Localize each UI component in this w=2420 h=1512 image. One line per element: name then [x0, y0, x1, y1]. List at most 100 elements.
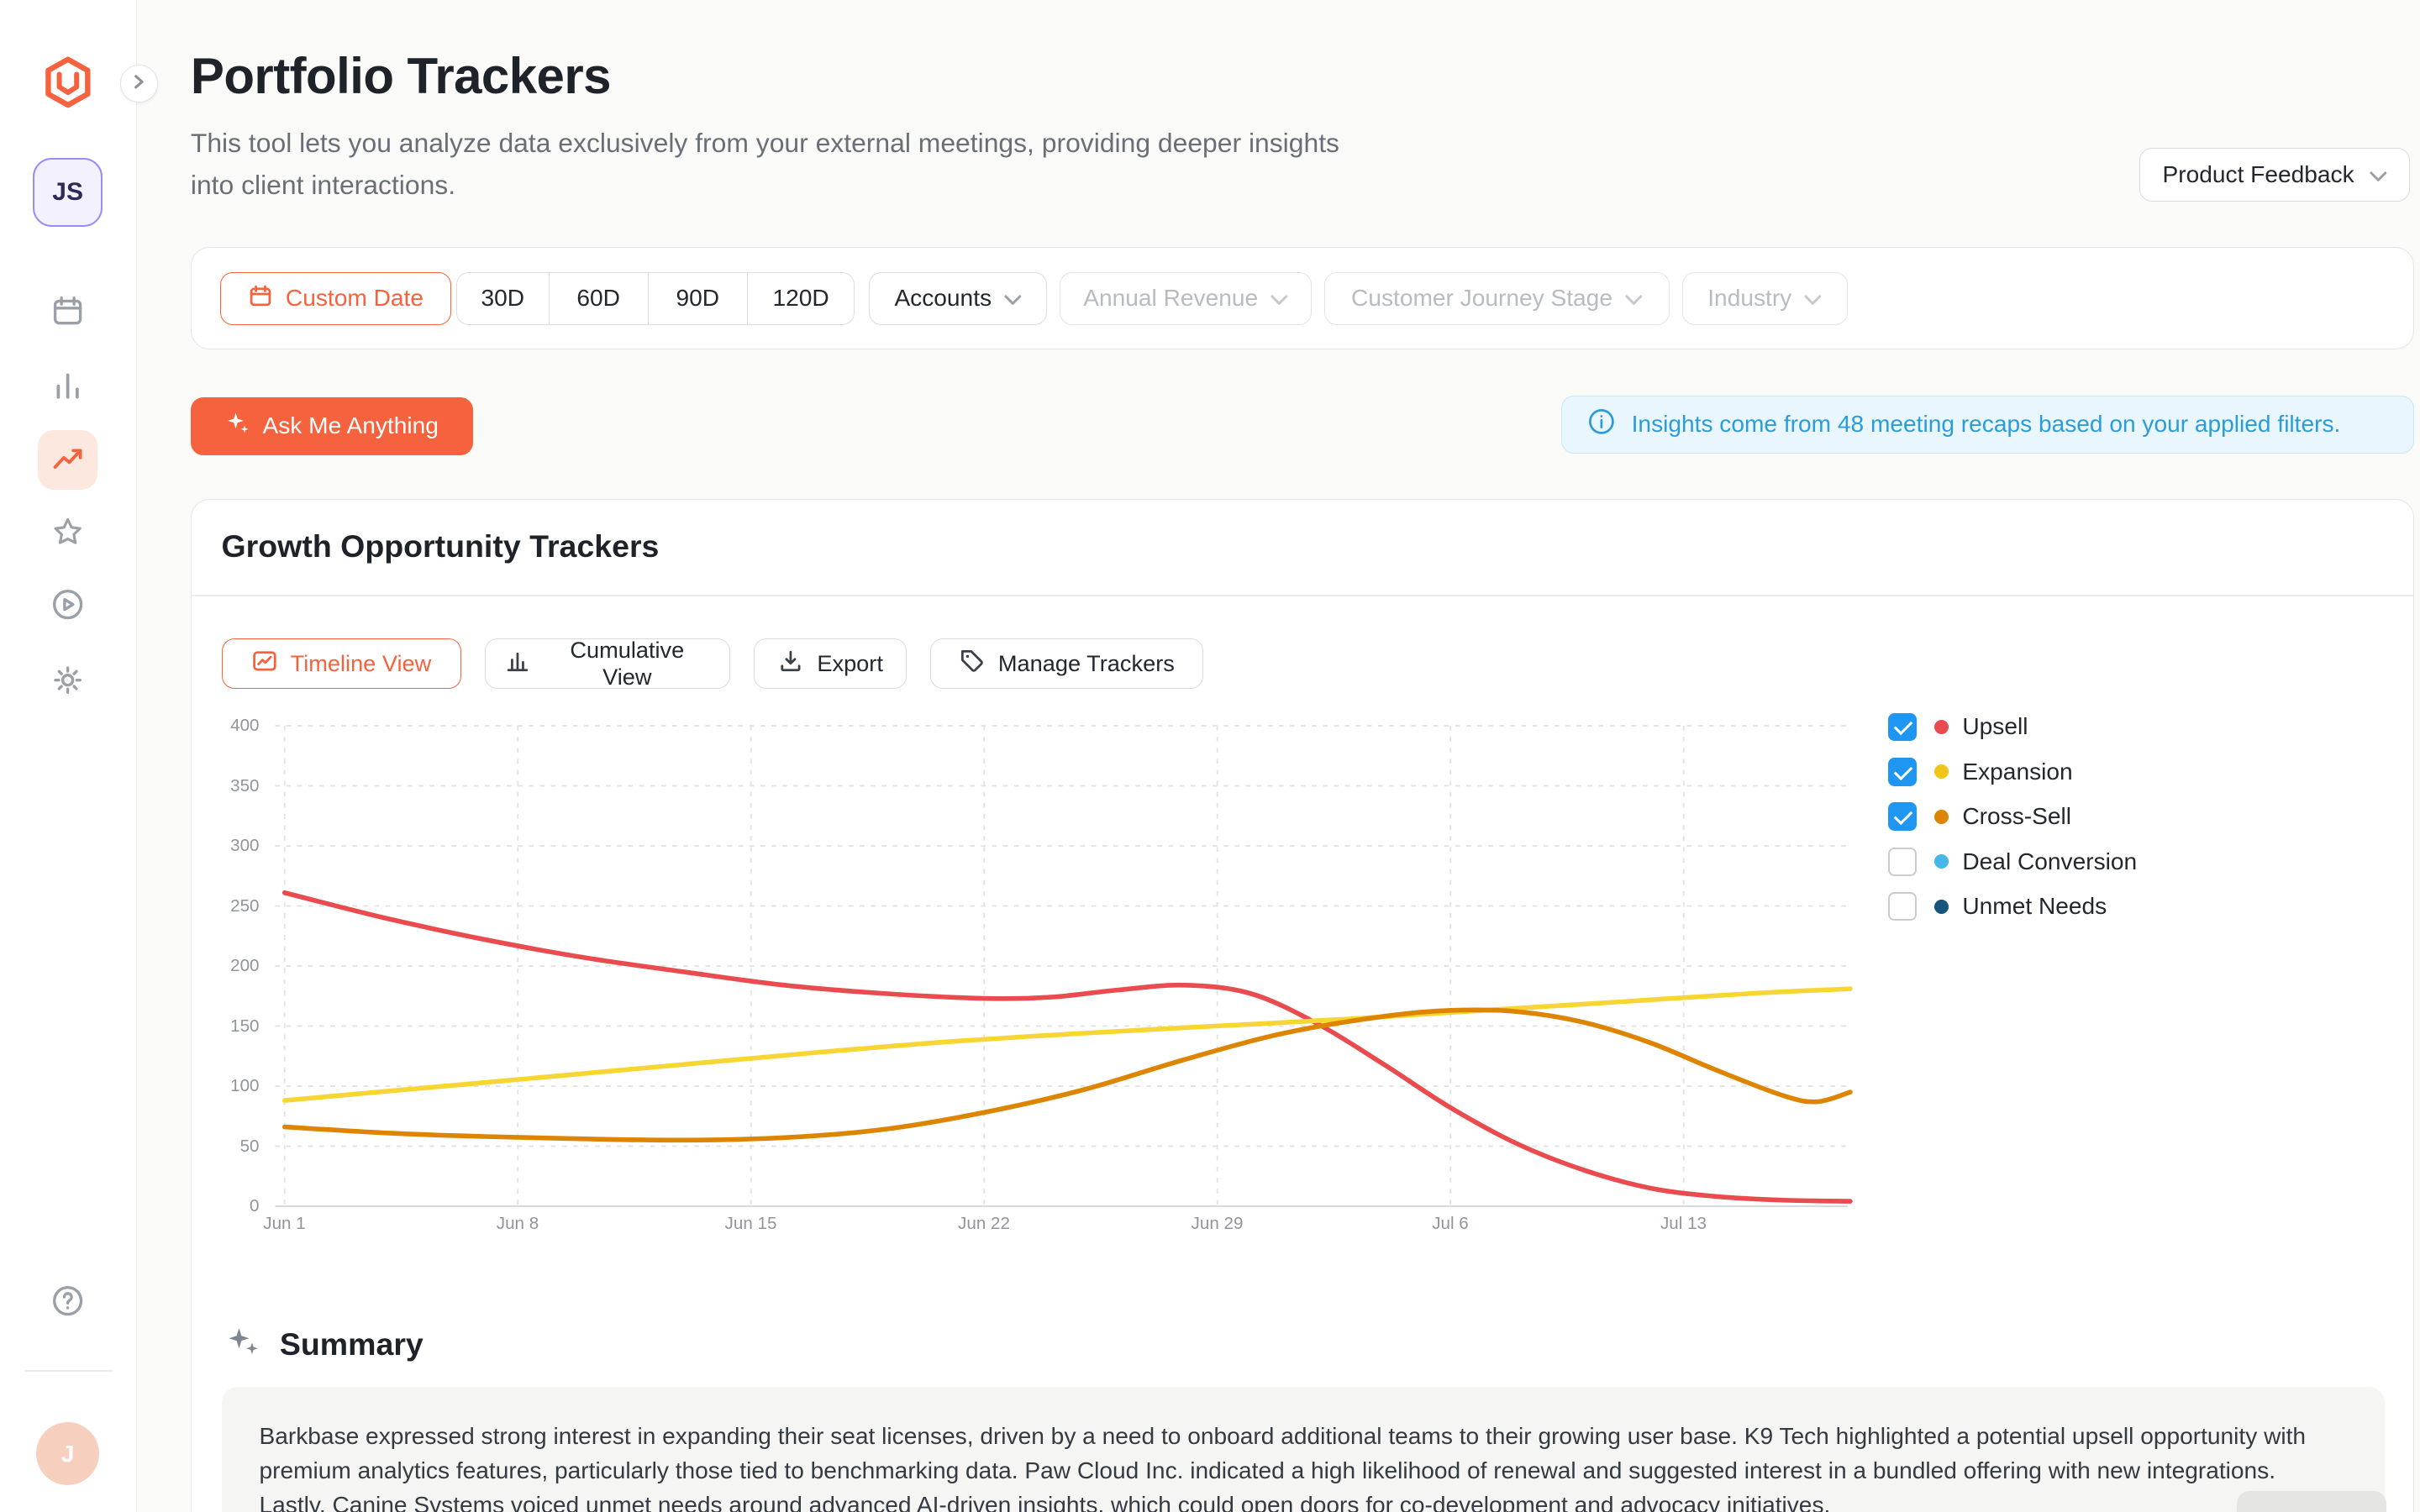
legend-item-unmet-needs[interactable]: Unmet Needs [1888, 892, 2392, 921]
y-tick-label: 400 [230, 716, 260, 736]
chevron-down-icon [1804, 285, 1822, 312]
accounts-dropdown[interactable]: Accounts [869, 271, 1047, 326]
sidebar-divider [25, 1370, 113, 1373]
legend-item-cross-sell[interactable]: Cross-Sell [1888, 802, 2392, 832]
growth-card-title: Growth Opportunity Trackers [221, 528, 660, 564]
sidebar-item-calendar[interactable] [38, 281, 97, 340]
chevron-down-icon [1270, 285, 1288, 312]
manage-trackers-button[interactable]: Manage Trackers [930, 638, 1203, 690]
sidebar-item-recordings[interactable] [38, 575, 97, 634]
legend-checkbox-unmet-needs[interactable] [1888, 892, 1917, 921]
growth-chart: 0 50 100 150 200 250 300 350 400 Jun 1 Jun 8 Jun 1… [212, 713, 1876, 1241]
summary-action-button[interactable] [2236, 1490, 2386, 1512]
sidebar: JS [0, 0, 158, 1512]
cumulative-view-label: Cumulative View [570, 637, 685, 690]
customer-journey-stage-dropdown-label: Customer Journey Stage [1351, 285, 1612, 312]
y-tick-label: 150 [230, 1016, 260, 1036]
chart-legend: Upsell Expansion Cross-Sell Deal Conversion… [1888, 712, 2392, 937]
series-line-cross-sell [281, 1006, 1853, 1142]
sidebar-item-settings[interactable] [38, 650, 97, 710]
legend-label: Deal Conversion [1962, 848, 2138, 874]
chart-plot-area[interactable] [269, 713, 1854, 1233]
timeline-view-button[interactable]: Timeline View [221, 638, 461, 690]
manage-trackers-label: Manage Trackers [997, 650, 1175, 677]
y-tick-label: 200 [230, 956, 260, 976]
series-line-expansion [281, 985, 1853, 1103]
legend-checkbox-expansion[interactable] [1888, 757, 1917, 786]
bar-chart-icon [504, 648, 531, 680]
y-tick-label: 0 [250, 1196, 260, 1216]
range-90d-button[interactable]: 90D [647, 272, 747, 325]
workspace-avatar[interactable]: JS [33, 157, 103, 227]
timeline-view-label: Timeline View [290, 650, 432, 677]
user-avatar[interactable]: J [36, 1422, 100, 1486]
gear-icon [50, 663, 85, 697]
growth-opportunity-card: Growth Opportunity Trackers Timeline Vie… [190, 499, 2414, 1512]
play-circle-icon [50, 587, 85, 622]
bar-chart-icon [50, 369, 85, 403]
legend-item-expansion[interactable]: Expansion [1888, 757, 2392, 786]
legend-label: Upsell [1962, 713, 2028, 740]
x-tick-label: Jun 29 [1191, 1213, 1244, 1233]
insights-banner: Insights come from 48 meeting recaps bas… [1561, 395, 2414, 454]
range-60d-button[interactable]: 60D [548, 272, 648, 325]
sidebar-item-help[interactable] [38, 1271, 97, 1331]
legend-color-dot [1933, 719, 1949, 734]
custom-date-button[interactable]: Custom Date [219, 271, 452, 326]
x-tick-label: Jun 22 [958, 1213, 1010, 1233]
tag-icon [959, 648, 986, 680]
page-title: Portfolio Trackers [190, 48, 612, 105]
help-icon [50, 1284, 85, 1318]
timeline-chart-icon [251, 648, 278, 680]
y-tick-label: 250 [230, 895, 260, 916]
sidebar-item-favorites[interactable] [38, 502, 97, 562]
trend-icon [50, 443, 85, 477]
x-tick-label: Jul 13 [1660, 1213, 1707, 1233]
date-range-segmented-control: 30D 60D 90D 120D [455, 271, 855, 326]
industry-dropdown[interactable]: Industry [1681, 271, 1848, 326]
accounts-dropdown-label: Accounts [894, 285, 992, 312]
y-tick-label: 50 [239, 1136, 260, 1156]
ask-me-anything-label: Ask Me Anything [262, 412, 439, 439]
sidebar-item-trackers[interactable] [38, 429, 98, 491]
app-logo-icon[interactable] [41, 55, 95, 109]
y-tick-label: 300 [230, 836, 260, 856]
card-divider [191, 594, 2413, 596]
legend-color-dot [1933, 899, 1949, 914]
calendar-icon [248, 283, 273, 314]
summary-text: Barkbase expressed strong interest in ex… [259, 1422, 2307, 1512]
info-icon [1587, 407, 1616, 442]
x-tick-label: Jun 1 [263, 1213, 306, 1233]
annual-revenue-dropdown[interactable]: Annual Revenue [1060, 271, 1312, 326]
export-button[interactable]: Export [754, 638, 908, 690]
chevron-down-icon [2370, 161, 2387, 188]
legend-checkbox-deal-conversion[interactable] [1888, 847, 1917, 876]
y-tick-label: 350 [230, 775, 260, 795]
filter-bar: Custom Date 30D 60D 90D 120D Accounts An… [190, 247, 2414, 350]
customer-journey-stage-dropdown[interactable]: Customer Journey Stage [1324, 271, 1670, 326]
legend-checkbox-upsell[interactable] [1888, 712, 1917, 742]
range-120d-button[interactable]: 120D [746, 272, 855, 325]
cumulative-view-button[interactable]: Cumulative View [484, 637, 731, 690]
insights-banner-text: Insights come from 48 meeting recaps bas… [1631, 411, 2341, 438]
custom-date-label: Custom Date [285, 285, 424, 312]
legend-checkbox-cross-sell[interactable] [1888, 802, 1917, 832]
legend-color-dot [1933, 809, 1949, 824]
legend-color-dot [1933, 854, 1949, 869]
sidebar-item-analytics[interactable] [38, 356, 97, 416]
legend-item-upsell[interactable]: Upsell [1888, 712, 2392, 742]
product-feedback-label: Product Feedback [2162, 161, 2354, 188]
annual-revenue-dropdown-label: Annual Revenue [1083, 285, 1259, 312]
ask-me-anything-button[interactable]: Ask Me Anything [190, 396, 473, 455]
legend-item-deal-conversion[interactable]: Deal Conversion [1888, 847, 2392, 876]
chevron-down-icon [1004, 285, 1022, 312]
range-30d-button[interactable]: 30D [456, 272, 549, 325]
calendar-icon [50, 293, 85, 328]
page-subtitle: This tool lets you analyze data exclusiv… [190, 128, 1339, 200]
legend-label: Unmet Needs [1962, 893, 2107, 920]
x-tick-label: Jul 6 [1432, 1213, 1469, 1233]
industry-dropdown-label: Industry [1707, 285, 1792, 312]
product-feedback-button[interactable]: Product Feedback [2139, 148, 2411, 202]
star-icon [50, 515, 85, 549]
sidebar-expand-button[interactable] [119, 64, 158, 102]
